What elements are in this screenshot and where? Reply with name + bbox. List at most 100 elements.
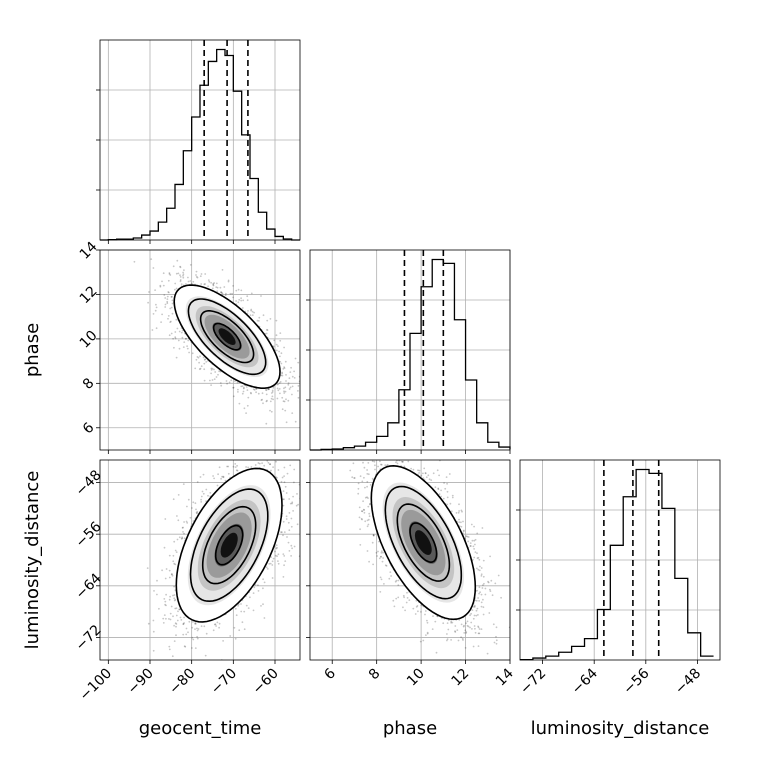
- sample-point: [204, 273, 207, 275]
- sample-point: [147, 301, 150, 304]
- sample-point: [474, 543, 476, 546]
- sample-point: [424, 472, 427, 474]
- sample-point: [202, 473, 205, 476]
- sample-point: [443, 482, 445, 484]
- sample-point: [187, 339, 190, 342]
- sample-point: [199, 476, 202, 478]
- sample-point: [265, 422, 268, 425]
- sample-point: [282, 520, 285, 523]
- sample-point: [478, 586, 481, 589]
- sample-point: [272, 345, 275, 348]
- sample-point: [198, 361, 201, 364]
- sample-point: [209, 492, 212, 494]
- sample-point: [380, 556, 382, 558]
- sample-point: [285, 398, 287, 401]
- sample-point: [294, 357, 297, 360]
- sample-point: [216, 621, 219, 624]
- sample-point: [283, 555, 286, 557]
- sample-point: [228, 381, 231, 384]
- sample-point: [195, 508, 197, 511]
- sample-point: [277, 553, 280, 556]
- sample-point: [271, 577, 274, 579]
- sample-point: [173, 585, 176, 588]
- sample-point: [247, 396, 250, 399]
- sample-point: [425, 476, 428, 479]
- sample-point: [284, 390, 287, 393]
- sample-point: [271, 395, 274, 398]
- sample-point: [169, 321, 172, 323]
- sample-point: [293, 481, 295, 484]
- sample-point: [170, 296, 173, 298]
- sample-point: [288, 550, 291, 552]
- sample-point: [176, 619, 179, 622]
- sample-point: [250, 309, 253, 312]
- sample-point: [196, 481, 199, 483]
- sample-point: [469, 542, 472, 544]
- sample-point: [450, 639, 452, 641]
- sample-point: [238, 402, 241, 405]
- sample-point: [235, 289, 238, 292]
- sample-point: [401, 460, 404, 463]
- sample-point: [241, 385, 244, 388]
- sample-point: [471, 539, 474, 542]
- sample-point: [293, 377, 296, 379]
- sample-point: [240, 297, 243, 300]
- sample-point: [285, 515, 288, 518]
- sample-point: [185, 283, 187, 285]
- sample-point: [495, 626, 498, 629]
- sample-point: [249, 596, 251, 599]
- sample-point: [185, 627, 188, 630]
- sample-point: [163, 614, 166, 616]
- sample-point: [268, 388, 270, 391]
- sample-point: [353, 477, 355, 479]
- sample-point: [432, 472, 435, 475]
- sample-point: [463, 529, 465, 532]
- sample-point: [184, 645, 187, 648]
- sample-point: [489, 588, 491, 591]
- sample-point: [154, 309, 157, 312]
- sample-point: [270, 410, 273, 413]
- sample-point: [225, 380, 228, 382]
- sample-point: [367, 505, 370, 508]
- sample-point: [478, 569, 481, 572]
- sample-point: [221, 269, 224, 271]
- sample-point: [448, 473, 451, 475]
- sample-point: [262, 402, 264, 405]
- sample-point: [274, 550, 276, 553]
- sample-point: [476, 589, 478, 592]
- sample-point: [232, 296, 235, 299]
- x-tick-label: 12: [448, 666, 472, 690]
- sample-point: [474, 631, 477, 634]
- sample-point: [202, 492, 205, 495]
- x-tick-label: −90: [125, 666, 157, 698]
- sample-point: [380, 555, 382, 558]
- sample-point: [478, 632, 481, 635]
- sample-point: [397, 596, 400, 599]
- sample-point: [168, 291, 170, 294]
- sample-point: [277, 560, 279, 562]
- panel-histogram-luminosity-distance: −72 −64 −56 −48: [516, 459, 721, 698]
- sample-point: [199, 275, 202, 278]
- sample-point: [152, 619, 155, 622]
- sample-point: [402, 594, 405, 597]
- sample-point: [207, 494, 209, 497]
- sample-point: [368, 515, 371, 518]
- sample-point: [474, 627, 476, 630]
- sample-point: [290, 544, 293, 547]
- sample-point: [247, 310, 249, 312]
- sample-point: [237, 604, 240, 607]
- sample-point: [172, 265, 175, 268]
- sample-point: [171, 574, 174, 577]
- sample-point: [234, 637, 237, 640]
- sample-point: [283, 466, 286, 469]
- sample-point: [167, 279, 170, 282]
- sample-point: [380, 551, 383, 554]
- sample-point: [169, 618, 172, 621]
- sample-point: [174, 549, 177, 552]
- sample-point: [422, 477, 425, 479]
- density-contour-3: [201, 505, 257, 585]
- sample-point: [172, 615, 174, 618]
- sample-point: [176, 327, 179, 330]
- sample-point: [179, 280, 182, 283]
- sample-point: [297, 361, 300, 364]
